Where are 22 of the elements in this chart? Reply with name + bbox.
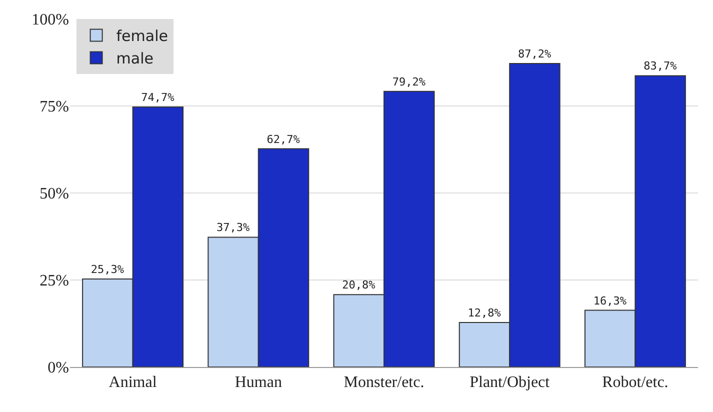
y-tick-label: 0% <box>48 360 69 377</box>
x-tick-label: Plant/Object <box>470 374 550 392</box>
x-tick-label: Monster/etc. <box>344 374 424 392</box>
y-tick-label: 50% <box>40 186 69 203</box>
data-label: 37,3% <box>216 221 250 234</box>
legend-label: female <box>116 27 168 46</box>
data-label: 62,7% <box>266 132 300 146</box>
data-label: 20,8% <box>342 278 376 292</box>
x-tick-label: Animal <box>108 374 158 392</box>
x-tick-label: Robot/etc. <box>602 374 668 392</box>
x-tick-label: Human <box>234 374 282 392</box>
data-label: 83,7% <box>644 60 678 73</box>
data-label: 12,8% <box>468 306 502 320</box>
y-tick-label: 100% <box>32 12 69 29</box>
y-tick-label: 25% <box>40 272 69 290</box>
data-label: 16,3% <box>593 294 627 308</box>
data-label: 25,3% <box>90 262 124 276</box>
data-label: 79,2% <box>392 75 426 88</box>
data-label: 87,2% <box>518 48 552 61</box>
legend-label: male <box>116 50 154 68</box>
data-label: 74,7% <box>141 91 175 104</box>
y-tick-label: 75% <box>40 98 69 116</box>
